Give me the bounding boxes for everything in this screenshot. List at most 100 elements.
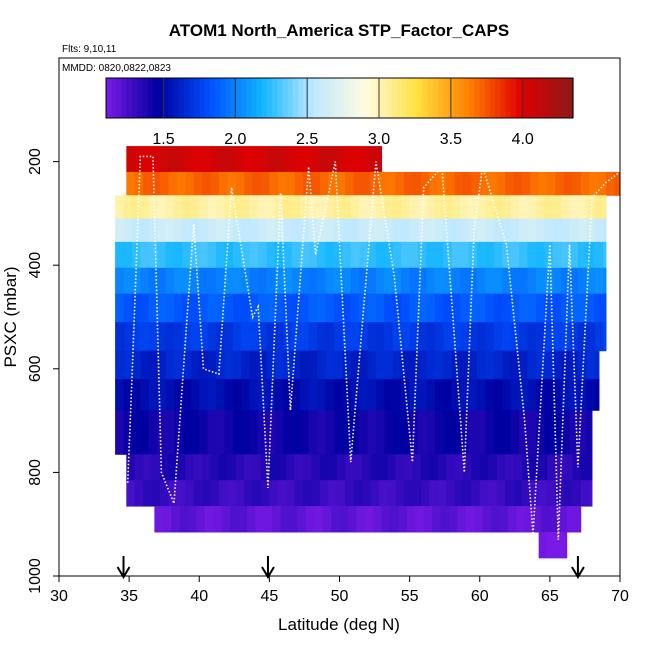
heatmap-cell [451, 410, 461, 455]
heatmap-cell [535, 241, 545, 269]
heatmap-cell [412, 171, 422, 196]
heatmap-cell [502, 410, 512, 455]
heatmap-cell [434, 241, 444, 269]
heatmap-cell [527, 350, 537, 380]
heatmap-cell [168, 146, 178, 173]
heatmap-cell [325, 218, 335, 243]
heatmap-cell [258, 379, 268, 411]
heatmap-cell [594, 218, 604, 243]
heatmap-cell [325, 293, 335, 323]
colorbar-tick-label: 1.5 [152, 131, 174, 148]
heatmap-cell [555, 531, 565, 559]
heatmap-cell [131, 267, 141, 295]
heatmap-cell [249, 241, 259, 269]
heatmap-cell [468, 195, 478, 220]
heatmap-cell [510, 379, 520, 411]
heatmap-cell [409, 322, 419, 352]
heatmap-cell [260, 454, 270, 481]
colorbar-cell [427, 78, 434, 118]
heatmap-cell [266, 241, 276, 269]
heatmap-cell [527, 379, 537, 411]
heatmap-cell [258, 322, 268, 352]
heatmap-cell [235, 171, 245, 196]
colorbar-cell [422, 78, 429, 118]
heatmap-cell [460, 218, 470, 243]
heatmap-cell [204, 506, 214, 533]
colorbar-cell [266, 78, 273, 118]
heatmap-cell [190, 241, 200, 269]
heatmap-cell [510, 267, 520, 295]
heatmap-cell [589, 171, 599, 196]
heatmap-cell [207, 293, 217, 323]
heatmap-cell [547, 531, 556, 559]
colorbar-cell [344, 78, 351, 118]
heatmap-cell [260, 146, 270, 173]
heatmap-cell [123, 218, 133, 243]
heatmap-cell [277, 146, 287, 173]
heatmap-cell [418, 267, 427, 295]
heatmap-cell [370, 454, 380, 481]
colorbar-cell [474, 78, 481, 118]
heatmap-cell [493, 241, 503, 269]
heatmap-cell [319, 454, 329, 481]
heatmap-cell [311, 146, 321, 173]
heatmap-cell [218, 171, 228, 196]
heatmap-cell [342, 195, 352, 220]
heatmap-cell [367, 293, 377, 323]
heatmap-cell [552, 293, 562, 323]
heatmap-cell [207, 379, 217, 411]
heatmap-cell [544, 379, 554, 411]
colorbar-cell [339, 78, 346, 118]
heatmap-cell [468, 267, 478, 295]
heatmap-cell [468, 218, 478, 243]
heatmap-cell [468, 322, 478, 352]
heatmap-cell [429, 171, 439, 196]
heatmap-cell [552, 379, 562, 411]
heatmap-cell [401, 410, 411, 455]
heatmap-cell [325, 410, 335, 455]
heatmap-cell [507, 506, 517, 533]
heatmap-cell [586, 322, 596, 352]
heatmap-cell [232, 379, 242, 411]
heatmap-cell [457, 506, 467, 533]
heatmap-cell [375, 379, 385, 411]
colorbar-tick-label: 4.0 [512, 131, 534, 148]
heatmap-cell [325, 267, 335, 295]
heatmap-cell [151, 454, 161, 481]
heatmap-cell [375, 195, 385, 220]
colorbar-cell [526, 78, 533, 118]
heatmap-cell [468, 241, 478, 269]
colorbar-cell [381, 78, 387, 118]
heatmap-cell [519, 379, 528, 411]
heatmap-cell [210, 480, 220, 507]
heatmap-cell [157, 322, 167, 352]
heatmap-cell [418, 350, 427, 380]
heatmap-cell [342, 410, 352, 455]
heatmap-cell [249, 267, 259, 295]
heatmap-cell [190, 322, 200, 352]
heatmap-cell [131, 293, 141, 323]
heatmap-cell [577, 195, 587, 220]
heatmap-cell [291, 350, 301, 380]
colorbar-frame [105, 77, 574, 119]
colorbar-cell [355, 78, 361, 118]
heatmap-cell [468, 379, 478, 411]
heatmap-cell [115, 293, 125, 323]
heatmap-cell [359, 195, 369, 220]
heatmap-cell [241, 379, 251, 411]
heatmap-cell [165, 241, 175, 269]
heatmap-cell [462, 454, 472, 481]
heatmap-cell [115, 410, 125, 455]
heatmap-cell [535, 410, 545, 455]
heatmap-cell [544, 195, 554, 220]
heatmap-cell [462, 171, 472, 196]
heatmap-cell [241, 195, 251, 220]
heatmap-cell [235, 146, 245, 173]
heatmap-cell [269, 480, 279, 507]
heatmap-cell [168, 454, 178, 481]
heatmap-cell [291, 322, 301, 352]
heatmap-cell [563, 480, 573, 507]
heatmap-cell [190, 379, 200, 411]
heatmap-cell [210, 454, 220, 481]
heatmap-cell [300, 350, 310, 380]
